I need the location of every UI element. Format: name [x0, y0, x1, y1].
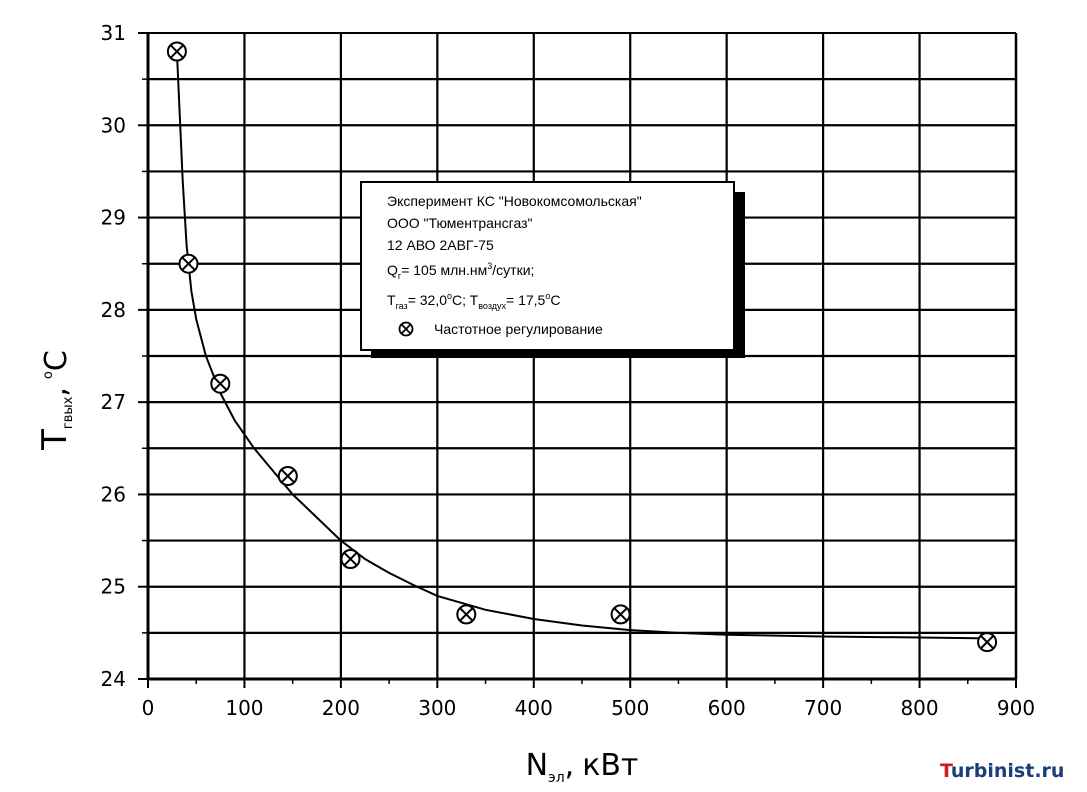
- y-axis-label-sep: ,: [39, 387, 74, 397]
- legend-line-3: 12 АВО 2АВГ-75: [387, 237, 494, 253]
- y-axis-label-sub: гвых: [61, 396, 76, 429]
- y-axis-label-unit-sup: o: [41, 371, 56, 379]
- x-axis-label-main: N: [526, 748, 548, 783]
- legend-t-line: Tгаз= 32,0oC; Tвоздух= 17,5oC: [387, 291, 560, 311]
- watermark: Turbinist.ru: [940, 760, 1065, 782]
- x-tick-label: 700: [804, 696, 842, 720]
- data-point: [178, 253, 199, 274]
- legend-box: [360, 181, 735, 351]
- x-axis-label-sub: эл: [548, 770, 565, 786]
- legend-line-2: ООО "Тюментрансгаз": [387, 215, 533, 231]
- x-tick-label: 300: [418, 696, 456, 720]
- x-axis-label-unit: кВт: [582, 748, 638, 783]
- legend-line-1: Эксперимент КС "Новокомсомольская": [387, 193, 642, 209]
- legend: Эксперимент КС "Новокомсомольская" ООО "…: [360, 181, 745, 358]
- y-axis-label-main: T: [35, 429, 75, 451]
- x-axis-label: Nэл, кВт: [526, 748, 639, 786]
- legend-marker-icon: [398, 321, 414, 337]
- data-point: [166, 41, 187, 62]
- x-ticks: 0 100 200 300 400 500 600 700 800 900: [142, 679, 1035, 720]
- x-tick-label: 600: [708, 696, 746, 720]
- y-tick-label: 30: [101, 113, 126, 137]
- y-axis-label: Tгвых, oC: [35, 350, 76, 451]
- x-tick-label: 200: [322, 696, 360, 720]
- x-axis-label-sep: ,: [565, 748, 575, 783]
- svg-text:Nэл,кВт: Nэл, кВт: [526, 748, 639, 786]
- x-tick-label: 100: [225, 696, 263, 720]
- y-tick-label: 31: [101, 21, 126, 45]
- data-points: [166, 41, 998, 653]
- fit-curve: [175, 51, 988, 640]
- y-tick-label: 26: [101, 482, 126, 506]
- x-tick-label: 800: [900, 696, 938, 720]
- data-point: [210, 373, 231, 394]
- data-point: [277, 466, 298, 486]
- legend-series-label: Частотное регулирование: [434, 321, 603, 337]
- svg-text:Tгвых,oC: Tгвых, oC: [35, 350, 76, 451]
- x-tick-label: 500: [611, 696, 649, 720]
- y-tick-label: 25: [101, 575, 126, 599]
- y-tick-label: 28: [101, 298, 126, 322]
- data-point: [977, 632, 998, 653]
- y-tick-label: 27: [101, 390, 126, 414]
- x-tick-label: 400: [515, 696, 553, 720]
- data-point: [340, 549, 361, 569]
- legend-q-line: Qг= 105 млн.нм3/сутки;: [387, 261, 534, 281]
- x-tick-label: 900: [997, 696, 1035, 720]
- y-axis-label-unit: C: [39, 350, 74, 371]
- data-point: [456, 604, 477, 625]
- x-tick-label: 0: [142, 696, 155, 720]
- y-ticks: 24 25 26 27 28 29 30 31: [101, 21, 148, 691]
- y-tick-label: 24: [101, 667, 126, 691]
- data-point: [610, 604, 631, 625]
- y-tick-label: 29: [101, 206, 126, 230]
